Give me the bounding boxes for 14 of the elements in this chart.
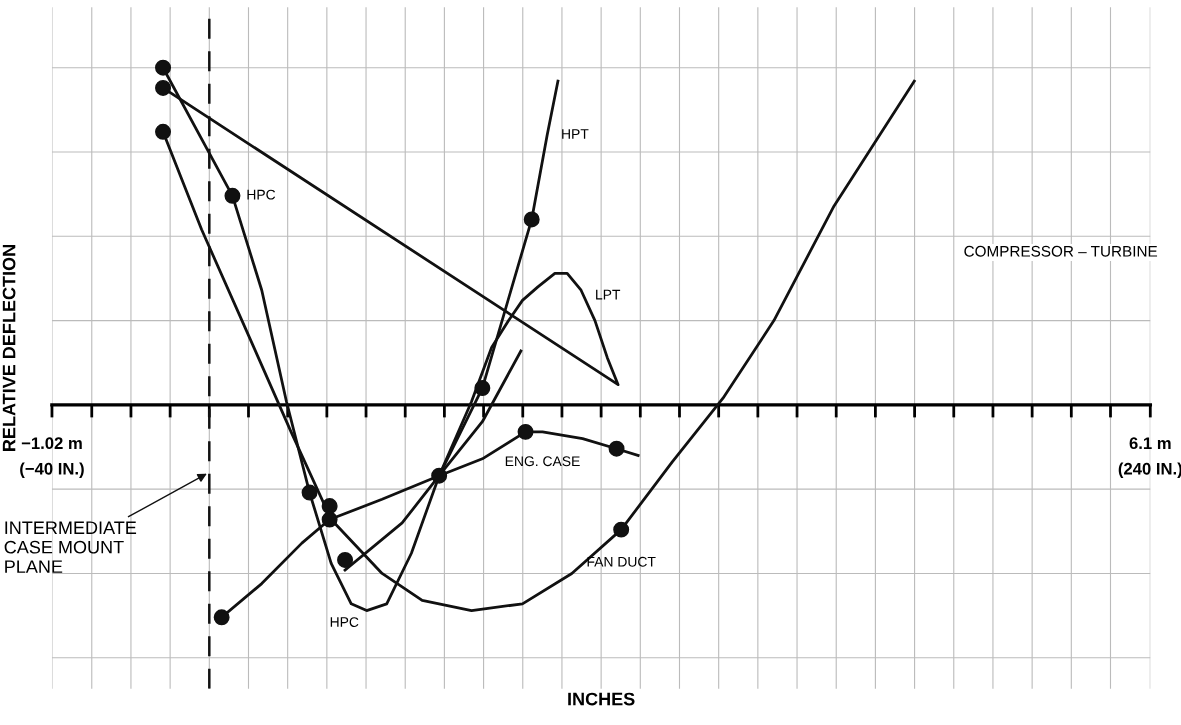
x-axis-title: INCHES: [568, 692, 635, 706]
annotation: FAN DUCT: [587, 556, 656, 567]
annotation: HPC: [247, 189, 276, 200]
x-tick-label: −1.02 m: [21, 437, 82, 450]
annotation: ENG. CASE: [505, 456, 580, 467]
ref-line-label: INTERMEDIATE CASE MOUNT PLANE: [4, 521, 137, 573]
annotation: HPT: [562, 129, 589, 139]
annotation: (240 IN.): [1118, 462, 1181, 478]
x-tick-label: 6.1 m: [1129, 437, 1171, 450]
annotation: COMPRESSOR – TURBINE: [964, 245, 1158, 257]
annotation: (−40 IN.): [20, 462, 84, 478]
annotation: LPT: [596, 289, 621, 300]
y-axis-title: RELATIVE DEFLECTION: [2, 245, 16, 451]
annotation: HPC: [330, 617, 359, 627]
